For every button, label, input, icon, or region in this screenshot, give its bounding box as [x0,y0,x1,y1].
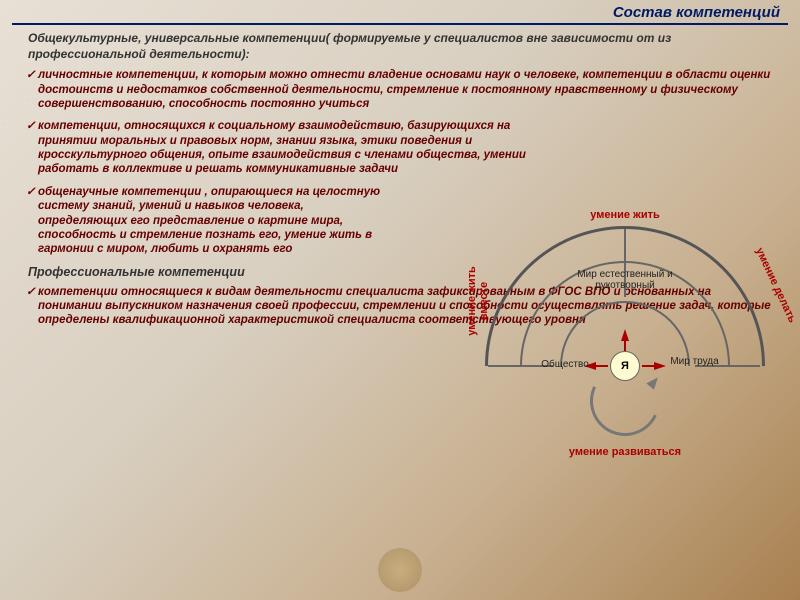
intro-text: Общекультурные, универсальные компетенци… [28,31,772,62]
label-society: Общество [530,359,600,370]
header-underline [12,23,788,25]
arrow-right [654,362,666,370]
label-world-natural: Мир естественный и рукотворный [565,269,685,291]
skill-live-together: умение жить вместе [466,246,490,356]
bullet-personal: личностные компетенции, к которым можно … [28,68,772,111]
page-header: Состав компетенций [0,0,800,23]
skill-do: умение делать [753,246,798,325]
label-world-work: Мир труда [667,356,722,367]
bullet-social: компетенции, относящихся к социальному в… [28,119,548,177]
main-content: Общекультурные, универсальные компетенци… [0,31,800,328]
skill-develop: умение развиваться [569,446,681,458]
emblem-decoration [378,548,422,592]
center-node-self: Я [610,351,640,381]
bullet-scientific: общенаучные компетенции , опирающиеся на… [28,185,388,257]
skill-live: умение жить [590,209,660,221]
competency-diagram: Я Мир естественный и рукотворный Обществ… [470,211,780,471]
arrow-up [621,329,629,341]
